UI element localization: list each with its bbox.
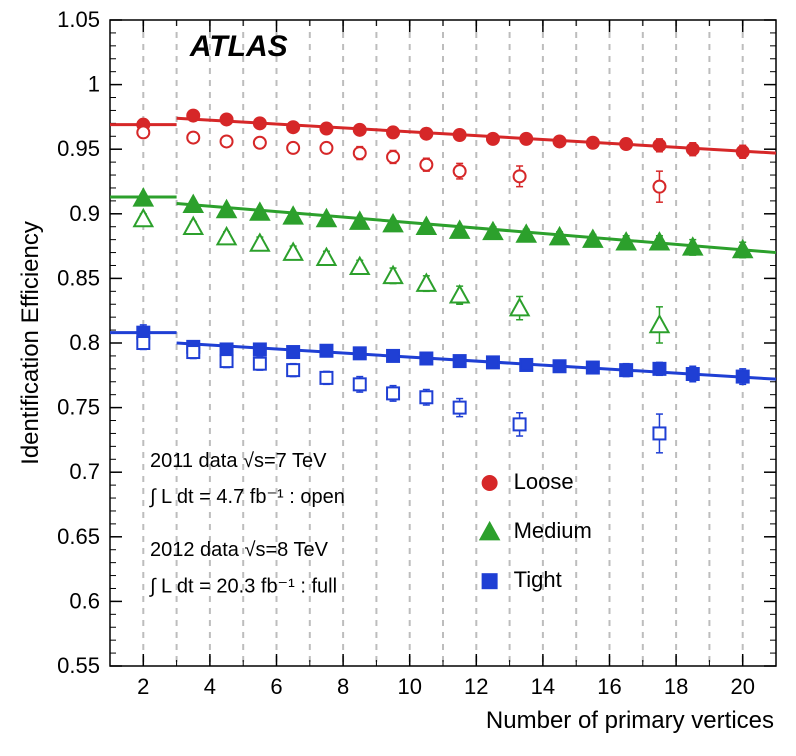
efficiency-chart: 2 4 6 8 10 12 14 16 18 20 0.55 0.6 0.65 0.7 0.75 0.8 0.8… bbox=[0, 0, 796, 756]
legend-item-tight bbox=[483, 574, 497, 588]
svg-text:Number of primary vertices: Number of primary vertices bbox=[486, 707, 774, 734]
legend-item-loose bbox=[483, 476, 497, 490]
svg-text:Medium: Medium bbox=[514, 518, 592, 543]
svg-text:0.9: 0.9 bbox=[69, 201, 100, 226]
svg-text:∫ L dt = 20.3 fb⁻¹ : full: ∫ L dt = 20.3 fb⁻¹ : full bbox=[149, 575, 337, 597]
svg-text:ATLAS: ATLAS bbox=[189, 30, 288, 63]
svg-text:0.95: 0.95 bbox=[57, 136, 100, 161]
svg-text:2: 2 bbox=[137, 674, 149, 699]
svg-text:1.05: 1.05 bbox=[57, 7, 100, 32]
y-axis-label: Identification Efficiency bbox=[17, 221, 44, 465]
svg-text:2011 data √s=7 TeV: 2011 data √s=7 TeV bbox=[150, 450, 327, 472]
svg-text:0.6: 0.6 bbox=[69, 588, 100, 613]
svg-text:1: 1 bbox=[88, 72, 100, 97]
svg-text:Tight: Tight bbox=[514, 567, 562, 592]
svg-text:14: 14 bbox=[531, 674, 555, 699]
svg-text:18: 18 bbox=[664, 674, 688, 699]
svg-text:Loose: Loose bbox=[514, 469, 574, 494]
svg-text:0.65: 0.65 bbox=[57, 524, 100, 549]
svg-text:0.7: 0.7 bbox=[69, 459, 100, 484]
svg-text:6: 6 bbox=[270, 674, 282, 699]
svg-text:0.8: 0.8 bbox=[69, 330, 100, 355]
svg-text:12: 12 bbox=[464, 674, 488, 699]
svg-text:16: 16 bbox=[597, 674, 621, 699]
chart-container: 2 4 6 8 10 12 14 16 18 20 0.55 0.6 0.65 0.7 0.75 0.8 0.8… bbox=[0, 0, 796, 756]
svg-text:2012 data √s=8 TeV: 2012 data √s=8 TeV bbox=[150, 539, 329, 561]
svg-text:0.55: 0.55 bbox=[57, 653, 100, 678]
svg-text:0.85: 0.85 bbox=[57, 265, 100, 290]
svg-text:4: 4 bbox=[204, 674, 216, 699]
svg-text:8: 8 bbox=[337, 674, 349, 699]
svg-text:20: 20 bbox=[730, 674, 754, 699]
svg-text:∫ L dt = 4.7 fb⁻¹ : open: ∫ L dt = 4.7 fb⁻¹ : open bbox=[149, 486, 345, 508]
svg-text:10: 10 bbox=[397, 674, 421, 699]
svg-text:0.75: 0.75 bbox=[57, 395, 100, 420]
